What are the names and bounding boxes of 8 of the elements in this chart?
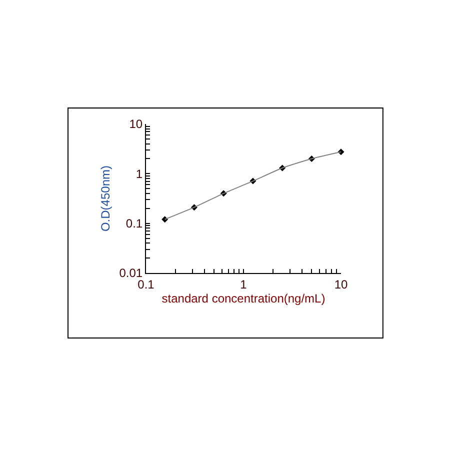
- y-tick-label: 0.01: [119, 266, 143, 280]
- y-tick-label: 1: [136, 166, 143, 181]
- x-tick-label: 10: [334, 277, 348, 292]
- x-axis-title: standard concentration(ng/mL): [162, 291, 326, 306]
- x-tick-label: 1: [240, 277, 248, 292]
- y-axis-title: O.D(450nm): [98, 165, 113, 232]
- y-tick-label: 10: [129, 117, 143, 132]
- y-tick-label: 0.1: [126, 216, 143, 231]
